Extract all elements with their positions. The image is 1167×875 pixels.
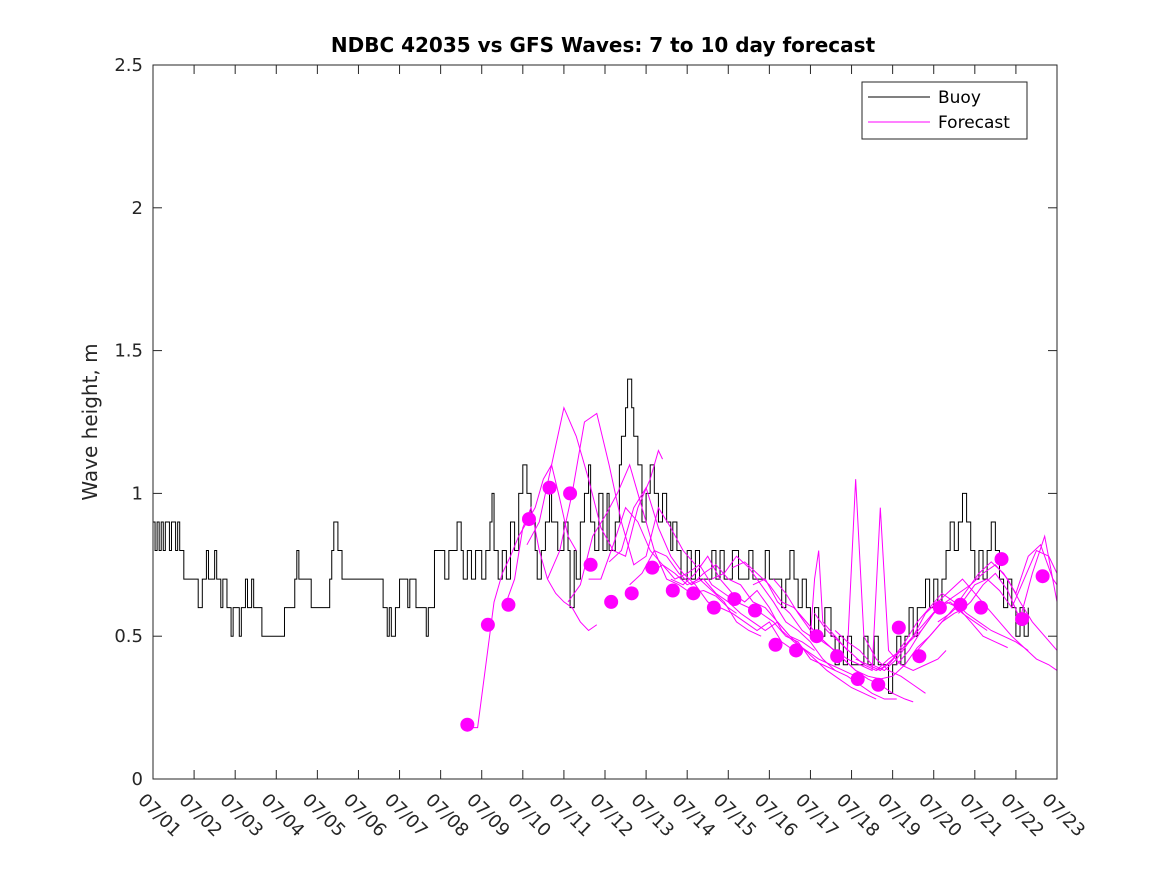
- forecast-marker: [1015, 612, 1030, 627]
- forecast-marker: [747, 603, 762, 618]
- forecast-marker: [624, 586, 639, 601]
- forecast-marker: [871, 677, 886, 692]
- forecast-marker: [768, 637, 783, 652]
- series-layer: [153, 378, 1058, 732]
- forecast-line: [752, 479, 926, 694]
- y-tick-label: 2.5: [114, 55, 143, 76]
- forecast-marker: [645, 560, 660, 575]
- y-axis-label: Wave height, m: [78, 343, 102, 500]
- legend-box: [861, 81, 1028, 140]
- forecast-line: [670, 555, 856, 677]
- forecast-line: [958, 534, 1058, 621]
- forecast-line: [588, 506, 762, 637]
- forecast-marker: [994, 552, 1009, 567]
- forecast-marker: [706, 600, 721, 615]
- forecast-marker: [686, 586, 701, 601]
- legend: Buoy Forecast: [861, 81, 1028, 140]
- forecast-marker: [480, 617, 495, 632]
- y-tick-label: 2: [132, 198, 143, 219]
- forecast-marker: [850, 672, 865, 687]
- forecast-marker: [1035, 569, 1050, 584]
- y-tick-label: 0.5: [114, 626, 143, 647]
- y-tick-label: 0: [132, 769, 143, 790]
- forecast-line: [916, 543, 1058, 651]
- forecast-marker: [727, 592, 742, 607]
- forecast-marker: [604, 594, 619, 609]
- forecast-line: [505, 505, 598, 632]
- forecast-line: [649, 564, 836, 671]
- forecast-marker: [809, 629, 824, 644]
- legend-buoy-label: Buoy: [938, 88, 981, 108]
- forecast-marker: [932, 600, 947, 615]
- forecast-marker: [912, 649, 927, 664]
- forecast-line: [608, 486, 795, 651]
- forecast-line: [690, 564, 877, 700]
- legend-forecast-label: Forecast: [938, 113, 1010, 133]
- forecast-line: [711, 555, 897, 700]
- forecast-marker: [789, 643, 804, 658]
- forecast-marker: [583, 557, 598, 572]
- forecast-marker: [521, 512, 536, 527]
- buoy-line: [153, 378, 1029, 694]
- forecast-marker: [460, 717, 475, 732]
- y-tick-label: 1.5: [114, 341, 143, 362]
- forecast-marker: [563, 486, 578, 501]
- forecast-line: [773, 507, 947, 672]
- plot-frame: [152, 64, 1058, 780]
- forecast-marker: [542, 480, 557, 495]
- forecast-marker: [830, 649, 845, 664]
- chart-title: NDBC 42035 vs GFS Waves: 7 to 10 day for…: [331, 33, 876, 57]
- forecast-marker: [665, 583, 680, 598]
- forecast-line: [526, 406, 663, 557]
- forecast-line: [896, 564, 1058, 666]
- y-tick-label: 1: [132, 483, 143, 504]
- plot-area: [153, 65, 1057, 779]
- y-axis-ticks: 0 0.5 1 1.5 2 2.5: [114, 55, 1057, 790]
- forecast-marker: [891, 620, 906, 635]
- forecast-marker: [973, 600, 988, 615]
- forecast-marker: [953, 597, 968, 612]
- forecast-marker: [501, 597, 516, 612]
